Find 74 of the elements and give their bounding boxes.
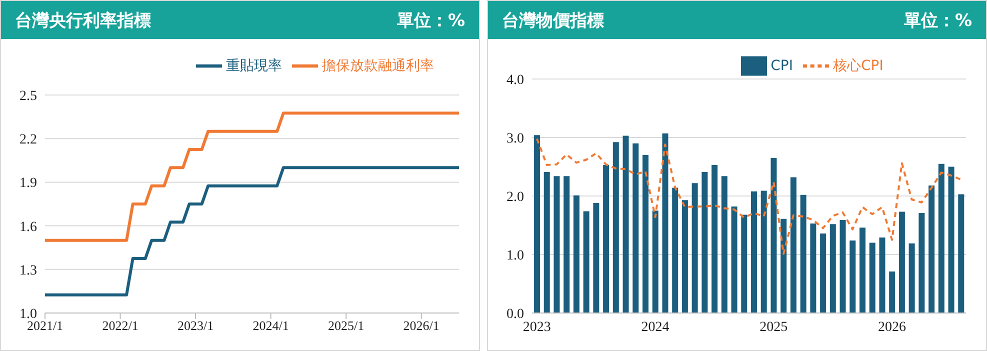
bar xyxy=(534,135,540,313)
y-tick-label: 2.2 xyxy=(20,132,37,148)
bar xyxy=(850,240,856,313)
bar xyxy=(760,190,767,313)
y-tick-label: 1.3 xyxy=(20,263,37,278)
bar xyxy=(810,223,816,313)
bar xyxy=(820,233,826,313)
bar xyxy=(908,243,915,313)
x-tick-label: 2026/1 xyxy=(403,318,440,334)
bar xyxy=(682,200,688,313)
bar xyxy=(790,177,796,313)
chart-title: 台灣物價指標 xyxy=(502,10,604,32)
chart-subtitle: 單位：% xyxy=(396,10,465,32)
y-tick-label: 2.0 xyxy=(506,190,524,205)
x-tick-label: 2022/1 xyxy=(102,318,138,334)
y-tick-label: 3.0 xyxy=(506,131,524,146)
bar xyxy=(652,210,658,313)
chart-title: 台灣央行利率指標 xyxy=(15,10,151,32)
bar xyxy=(593,203,600,313)
bar xyxy=(918,212,925,313)
bar xyxy=(721,176,728,313)
y-tick-label: 1.9 xyxy=(20,176,37,192)
x-tick-label: 2025 xyxy=(760,320,788,335)
y-tick-label: 1.0 xyxy=(506,248,524,264)
bar xyxy=(879,238,886,313)
bar xyxy=(622,136,629,313)
bar xyxy=(672,188,678,313)
bar xyxy=(642,155,648,313)
bar xyxy=(840,220,846,313)
line-series xyxy=(45,166,459,296)
bar xyxy=(632,143,639,313)
bar xyxy=(583,211,590,313)
bar xyxy=(770,158,777,313)
x-tick-label: 2023/1 xyxy=(177,318,214,334)
bar xyxy=(780,218,787,313)
y-tick-label: 1.6 xyxy=(20,220,37,235)
y-tick-label: 2.5 xyxy=(20,88,37,104)
bar xyxy=(544,172,550,313)
x-tick-label: 2025/1 xyxy=(328,318,364,334)
bar xyxy=(603,164,610,313)
bar xyxy=(898,212,905,313)
bar xyxy=(741,214,748,313)
bar xyxy=(938,164,944,313)
bar xyxy=(928,185,935,313)
x-tick-label: 2024/1 xyxy=(252,318,289,334)
bar xyxy=(948,166,954,313)
bar xyxy=(958,194,964,313)
bar xyxy=(702,172,708,313)
bar xyxy=(731,206,738,313)
bar xyxy=(800,194,806,313)
bar xyxy=(751,191,757,313)
legend-label: 重貼現率 xyxy=(226,58,282,74)
bar xyxy=(869,242,876,313)
bar xyxy=(712,164,718,313)
bar xyxy=(692,183,698,313)
x-tick-label: 2023 xyxy=(522,320,551,335)
y-tick-label: 4.0 xyxy=(506,72,524,88)
bar xyxy=(860,228,866,313)
bar xyxy=(830,224,836,313)
bar xyxy=(564,176,570,313)
y-tick-label: 0.0 xyxy=(506,306,524,322)
line-series xyxy=(45,112,459,242)
bar xyxy=(612,142,619,313)
legend-label: 核心CPI xyxy=(833,58,884,74)
bar xyxy=(662,133,668,313)
x-tick-label: 2026 xyxy=(878,320,906,335)
bar xyxy=(889,271,896,313)
legend-label: 擔保放款融通利率 xyxy=(322,58,434,74)
line-series xyxy=(536,138,962,255)
chart-subtitle: 單位：% xyxy=(904,10,972,32)
x-tick-label: 2024 xyxy=(641,320,670,335)
bar xyxy=(573,195,580,313)
legend-label: CPI xyxy=(770,58,793,74)
bar xyxy=(554,176,560,313)
